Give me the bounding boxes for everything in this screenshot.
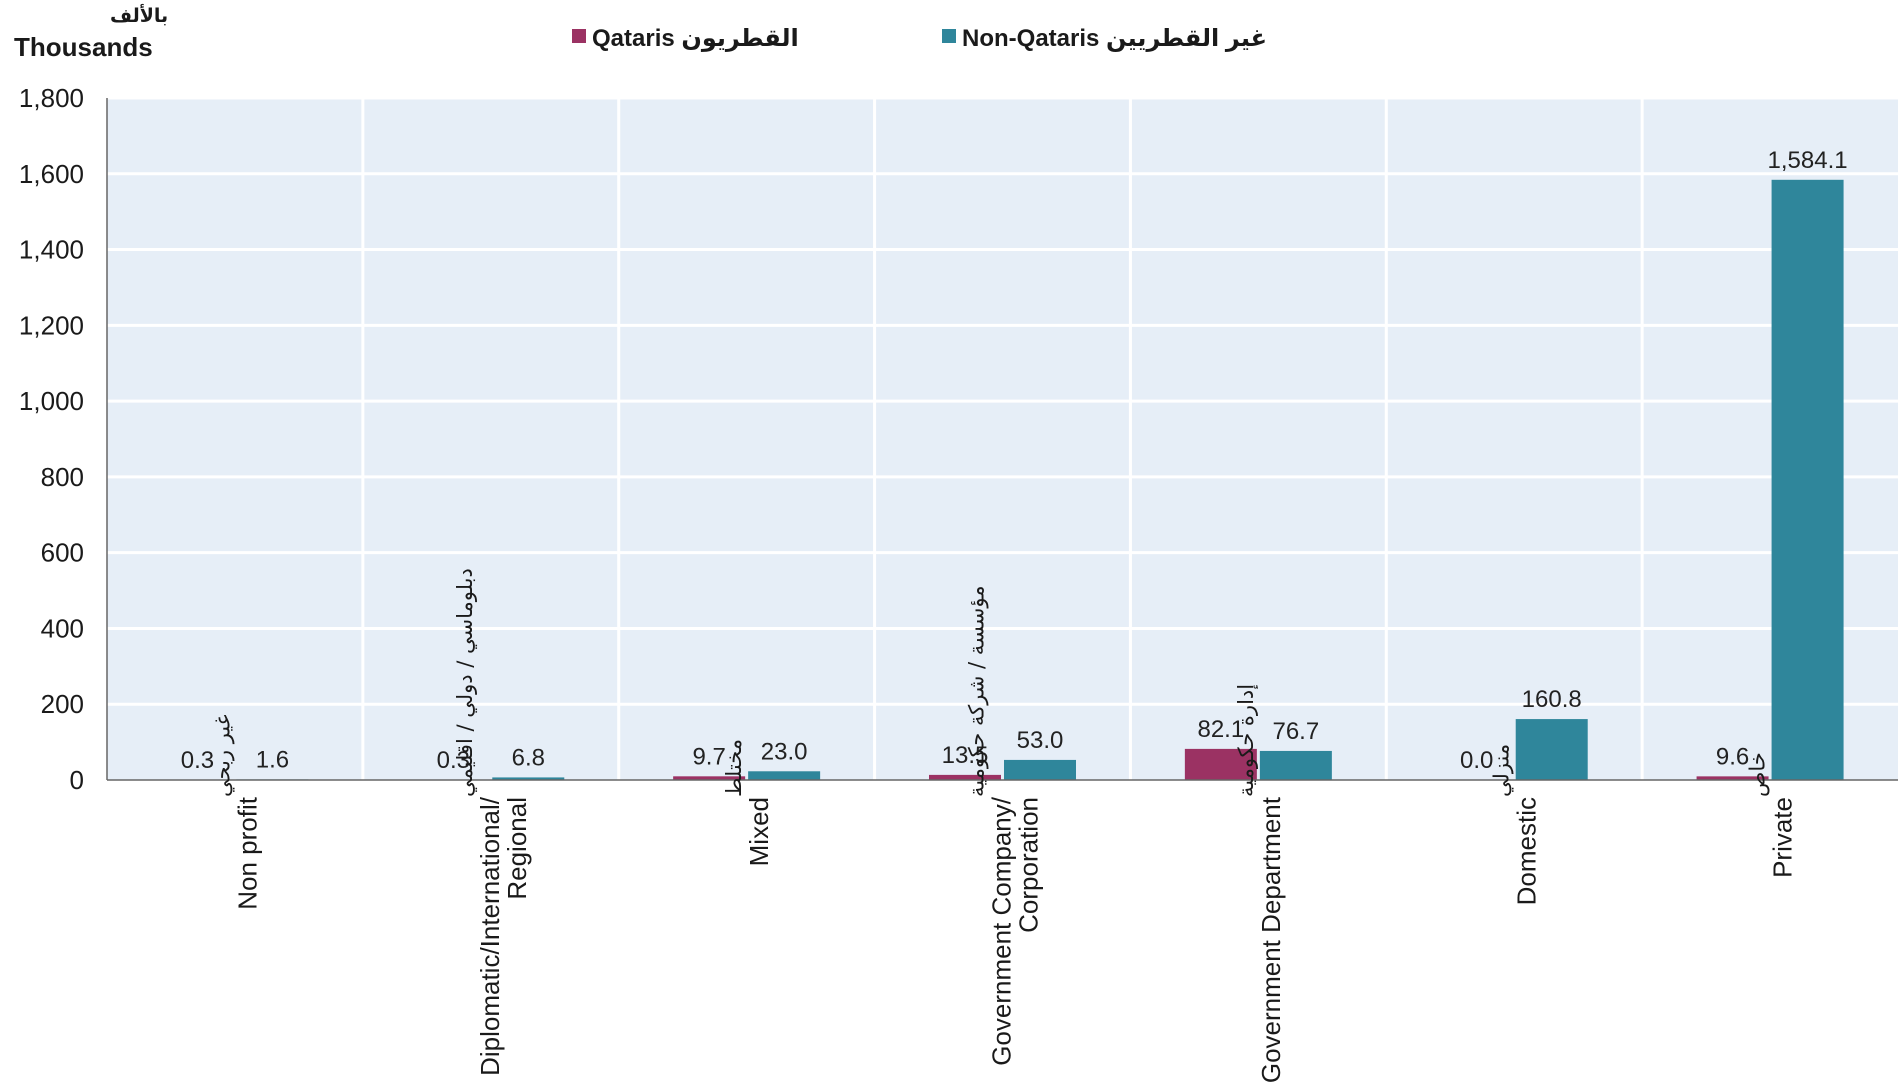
data-label: 1.6 <box>256 746 289 773</box>
bar-non-qataris-1 <box>492 777 565 780</box>
data-label: 6.8 <box>512 744 545 771</box>
category-label: Government Company/ <box>987 796 1017 1066</box>
category-label-arabic: غير ربحي <box>210 714 234 797</box>
legend: Qataris القطريون Non-Qataris غير القطريين <box>572 25 1267 52</box>
category-label: Diplomatic/International/ <box>475 796 505 1076</box>
data-label: 160.8 <box>1522 686 1582 713</box>
unit-label-english: Thousands <box>14 32 153 62</box>
data-label: 82.1 <box>1197 716 1244 743</box>
data-label: 9.7 <box>692 743 725 770</box>
y-tick-label: 0 <box>70 765 84 795</box>
bar-non-qataris-4 <box>1259 750 1332 780</box>
data-label: 0.0 <box>1460 747 1493 774</box>
bar-qataris-4 <box>1184 748 1257 780</box>
y-tick-label: 1,400 <box>19 235 84 265</box>
bar-qataris-6 <box>1696 776 1769 780</box>
data-label: 9.6 <box>1716 743 1749 770</box>
y-tick-label: 1,600 <box>19 159 84 189</box>
gridlines <box>107 96 1898 780</box>
y-tick-label: 200 <box>41 689 84 719</box>
bar-qataris-2 <box>673 776 746 780</box>
category-label: Private <box>1768 797 1798 878</box>
data-label: 23.0 <box>761 738 808 765</box>
bar-non-qataris-2 <box>748 771 821 780</box>
data-label: 0.3 <box>437 747 470 774</box>
category-label-arabic: دبلوماسي / دولي / اقليمي <box>453 568 477 797</box>
bar-non-qataris-6 <box>1771 179 1844 780</box>
category-label-arabic: مختلط <box>722 739 746 797</box>
category-label-arabic: إدارة حكومية <box>1234 684 1259 797</box>
y-tick-label: 1,000 <box>19 386 84 416</box>
category-label: Domestic <box>1512 797 1542 905</box>
data-label: 53.0 <box>1017 727 1064 754</box>
data-label: 1,584.1 <box>1768 147 1848 174</box>
y-tick-label: 1,200 <box>19 310 84 340</box>
unit-label-arabic: بالألف <box>110 4 168 27</box>
legend-swatch <box>942 29 956 43</box>
data-labels: 0.3 1.6 0.3 6.8 9.7 23.0 13.5 53.0 82.1 76.7 0.0 16… <box>181 147 1848 774</box>
bars <box>161 179 1844 780</box>
y-axis: 0 200 400 600 800 1,000 1,200 1,400 1,600 1,800 <box>19 83 108 795</box>
plot-background <box>107 98 1898 780</box>
category-label-arabic: منزلي <box>1490 744 1514 797</box>
category-label: Regional <box>502 797 532 900</box>
y-tick-label: 600 <box>41 538 84 568</box>
data-label: 76.7 <box>1272 718 1319 745</box>
category-label-arabic: خاص <box>1746 752 1770 797</box>
y-tick-label: 400 <box>41 613 84 643</box>
bar-non-qataris-5 <box>1515 719 1588 780</box>
bar-non-qataris-3 <box>1004 759 1076 780</box>
category-label: Non profit <box>232 796 262 909</box>
legend-label: Non-Qataris غير القطريين <box>962 25 1267 52</box>
legend-label: Qataris القطريون <box>592 25 799 52</box>
data-label: 0.3 <box>181 747 214 774</box>
y-tick-label: 800 <box>41 462 84 492</box>
bar-qataris-3 <box>929 774 1001 780</box>
category-label: Mixed <box>744 797 774 866</box>
category-label-arabic: مؤسسة / شركة حكومية <box>965 586 989 798</box>
category-label: Government Department <box>1256 796 1286 1083</box>
data-label: 13.5 <box>942 742 989 769</box>
category-label: Corporation <box>1014 797 1044 933</box>
y-tick-label: 1,800 <box>19 83 84 113</box>
legend-swatch <box>572 29 586 43</box>
